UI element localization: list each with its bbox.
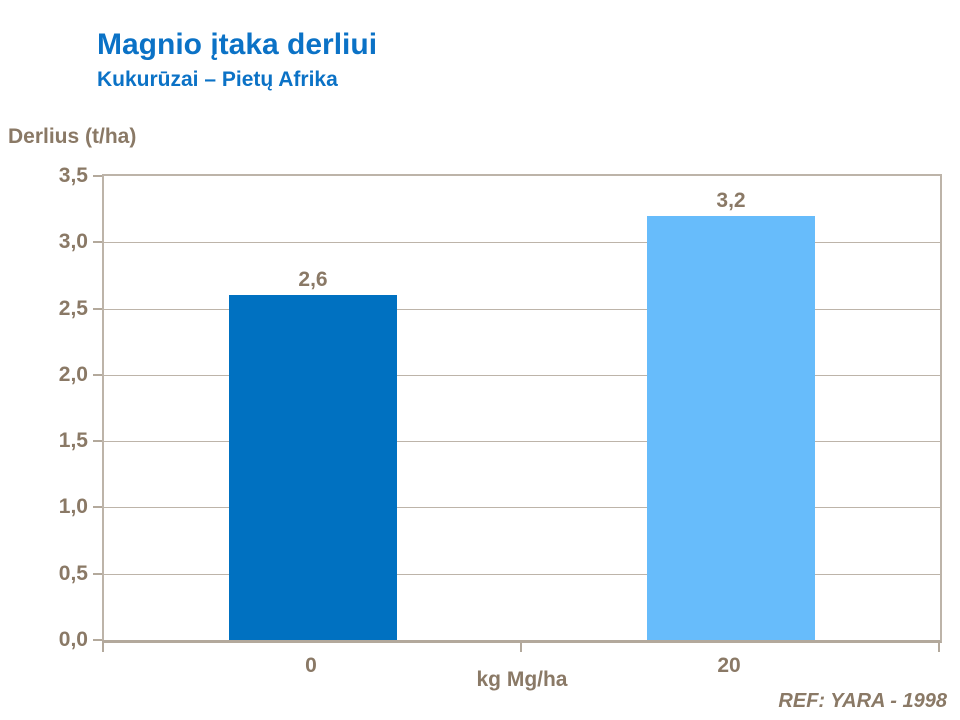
gridline bbox=[104, 507, 940, 509]
y-axis-tick-label: 1,0 bbox=[58, 495, 88, 519]
bar-value-label: 2,6 bbox=[298, 268, 328, 292]
x-axis-tick bbox=[102, 640, 104, 652]
y-axis-tick bbox=[93, 440, 102, 443]
x-axis-title: kg Mg/ha bbox=[476, 668, 568, 691]
gridline bbox=[104, 242, 940, 244]
bar-20 bbox=[647, 215, 815, 640]
y-axis-tick-label: 2,0 bbox=[58, 362, 88, 386]
y-axis-tick bbox=[93, 373, 102, 376]
x-axis-tick bbox=[520, 640, 522, 652]
x-axis-tick-label: 20 bbox=[717, 654, 741, 677]
gridline bbox=[104, 308, 940, 310]
y-axis-tick-label: 0,5 bbox=[58, 561, 88, 585]
y-axis-tick-label: 2,5 bbox=[58, 296, 88, 320]
y-axis-tick-label: 3,5 bbox=[58, 164, 88, 187]
x-axis-tick-label: 0 bbox=[305, 654, 317, 677]
bar-0 bbox=[229, 295, 397, 640]
y-axis-tick-label: 0,0 bbox=[58, 628, 88, 651]
gridline bbox=[104, 441, 940, 443]
y-axis-tick bbox=[93, 241, 102, 244]
reference-note: REF: YARA - 1998 bbox=[778, 690, 947, 712]
y-axis-tick bbox=[93, 506, 102, 509]
y-axis-tick bbox=[93, 175, 102, 177]
x-axis-tick bbox=[938, 640, 940, 652]
gridline bbox=[104, 573, 940, 575]
gridline bbox=[104, 374, 940, 376]
y-axis-tick-label: 1,5 bbox=[58, 429, 88, 453]
y-axis-title: Derlius (t/ha) bbox=[8, 125, 137, 148]
y-axis-tick bbox=[93, 307, 102, 310]
plot-area: 2,6 3,2 bbox=[102, 174, 942, 643]
bar-value-label: 3,2 bbox=[716, 188, 746, 212]
y-axis-tick-label: 3,0 bbox=[58, 230, 88, 254]
y-axis-tick bbox=[93, 572, 102, 575]
chart-subtitle: Kukurūzai – Pietų Afrika bbox=[97, 68, 338, 91]
y-axis-tick bbox=[93, 639, 102, 641]
plot-inner: 2,6 3,2 bbox=[104, 176, 940, 640]
chart-title: Magnio įtaka derliui bbox=[97, 28, 378, 61]
